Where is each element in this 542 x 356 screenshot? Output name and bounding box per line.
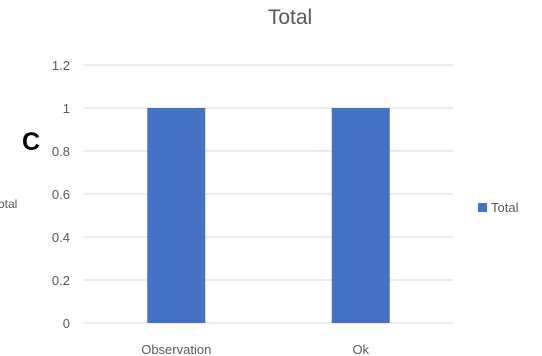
bar-ok xyxy=(331,108,390,323)
y-tick-label: 0.2 xyxy=(52,273,70,288)
y-tick-label: 1.2 xyxy=(52,58,70,73)
y-tick-label: 0 xyxy=(63,316,70,331)
x-tick-label: Observation xyxy=(141,342,211,356)
y-tick-label: 0.4 xyxy=(52,230,70,245)
y-tick-label: 0.6 xyxy=(52,187,70,202)
chart-title: Total xyxy=(267,6,313,29)
x-tick-label: Ok xyxy=(352,342,369,356)
legend: Total xyxy=(478,200,518,215)
panel-label: C xyxy=(22,128,41,156)
y-axis-title: Total xyxy=(0,197,18,211)
legend-swatch xyxy=(478,203,487,212)
y-tick-label: 1 xyxy=(63,101,70,116)
y-tick-label: 0.8 xyxy=(52,144,70,159)
bar-observation xyxy=(147,108,206,323)
legend-label: Total xyxy=(491,200,519,215)
